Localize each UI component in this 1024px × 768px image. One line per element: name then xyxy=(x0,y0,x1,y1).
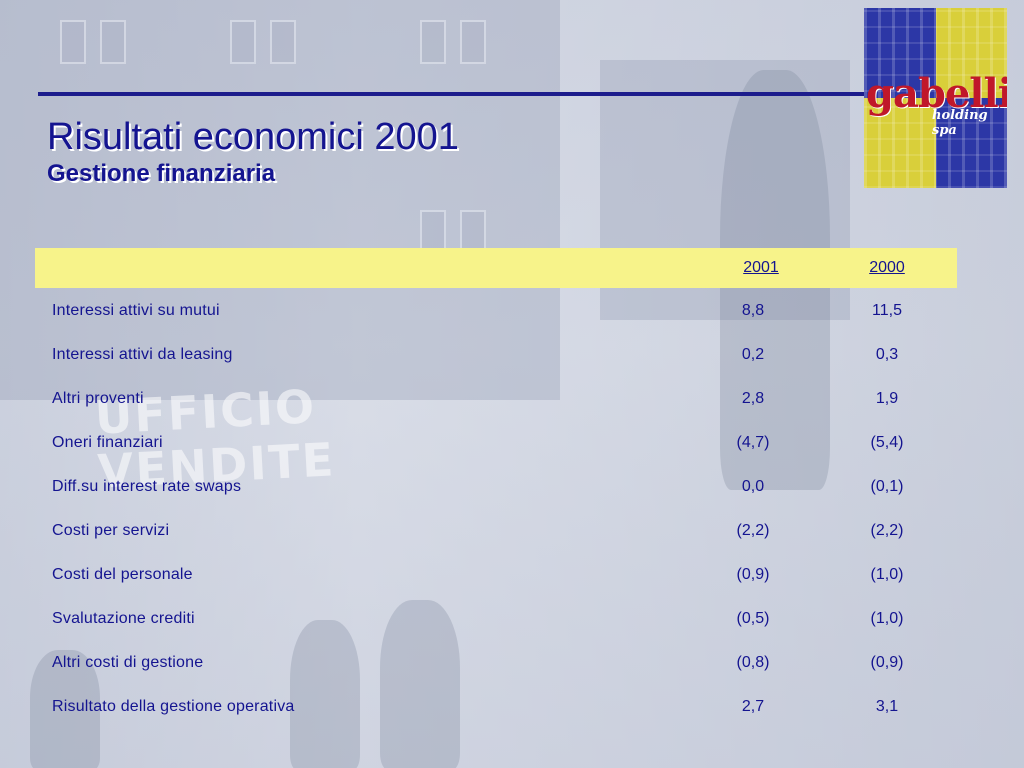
value-2000: (0,1) xyxy=(870,478,904,495)
window xyxy=(100,20,126,64)
row-label: Altri proventi xyxy=(52,390,144,407)
window xyxy=(230,20,256,64)
value-2001: 8,8 xyxy=(741,302,765,319)
table-row: Costi del personale (0,9) (1,0) xyxy=(35,552,957,596)
logo-quadrant xyxy=(936,98,1007,188)
logo-quadrant xyxy=(864,98,936,188)
table-row: Risultato della gestione operativa 2,7 3,1 xyxy=(35,684,957,728)
title-rule xyxy=(38,92,868,96)
row-label: Altri costi di gestione xyxy=(52,654,204,671)
column-header-2001: 2001 xyxy=(743,259,779,276)
value-2001: 2,7 xyxy=(741,698,765,715)
value-2000: (2,2) xyxy=(870,522,904,539)
row-label: Interessi attivi su mutui xyxy=(52,302,220,319)
table-row: Costi per servizi (2,2) (2,2) xyxy=(35,508,957,552)
value-2000: (1,0) xyxy=(870,566,904,583)
window xyxy=(270,20,296,64)
gabelli-logo: gabelli holding spa xyxy=(864,8,1007,188)
row-label: Costi del personale xyxy=(52,566,193,583)
value-2001: 2,8 xyxy=(741,390,765,407)
value-2000: 1,9 xyxy=(875,390,899,407)
logo-subtitle-text: holding spa xyxy=(932,108,988,138)
value-2001: 0,2 xyxy=(741,346,765,363)
row-label: Costi per servizi xyxy=(52,522,170,539)
table-row: Interessi attivi su mutui 8,8 11,5 xyxy=(35,288,957,332)
building-facade xyxy=(0,0,560,400)
table-row: Svalutazione crediti (0,5) (1,0) xyxy=(35,596,957,640)
table-row: Altri costi di gestione (0,8) (0,9) xyxy=(35,640,957,684)
value-2001: (0,5) xyxy=(736,610,770,627)
table-body: Interessi attivi su mutui 8,8 11,5 Interess… xyxy=(35,288,957,728)
value-2000: 0,3 xyxy=(875,346,899,363)
window xyxy=(460,20,486,64)
value-2001: (2,2) xyxy=(736,522,770,539)
table-row: Interessi attivi da leasing 0,2 0,3 xyxy=(35,332,957,376)
slide-title: Risultati economici 2001 xyxy=(47,116,459,158)
window xyxy=(420,20,446,64)
value-2001: (0,9) xyxy=(736,566,770,583)
row-label: Risultato della gestione operativa xyxy=(52,698,295,715)
financial-table: 2001 2000 Interessi attivi su mutui 8,8 11… xyxy=(35,248,957,728)
window xyxy=(60,20,86,64)
table-row: Altri proventi 2,8 1,9 xyxy=(35,376,957,420)
slide-subtitle: Gestione finanziaria xyxy=(47,160,276,187)
table-row: Oneri finanziari (4,7) (5,4) xyxy=(35,420,957,464)
crowd-figure xyxy=(290,620,360,768)
logo-quadrant xyxy=(864,8,936,98)
crowd-figure xyxy=(30,650,100,768)
logo-texture xyxy=(864,8,1007,188)
value-2000: 11,5 xyxy=(872,302,902,319)
value-2000: (1,0) xyxy=(870,610,904,627)
value-2000: (5,4) xyxy=(870,434,904,451)
row-label: Svalutazione crediti xyxy=(52,610,195,627)
logo-quadrant xyxy=(936,8,1007,98)
column-header-2000: 2000 xyxy=(869,259,905,276)
crowd-figure xyxy=(380,600,460,768)
value-2000: 3,1 xyxy=(875,698,899,715)
table-row: Diff.su interest rate swaps 0,0 (0,1) xyxy=(35,464,957,508)
row-label: Diff.su interest rate swaps xyxy=(52,478,242,495)
value-2001: 0,0 xyxy=(741,478,765,495)
value-2000: (0,9) xyxy=(870,654,904,671)
row-label: Oneri finanziari xyxy=(52,434,163,451)
value-2001: (0,8) xyxy=(736,654,770,671)
window xyxy=(460,210,486,254)
logo-brand-text: gabelli xyxy=(866,70,1007,117)
row-label: Interessi attivi da leasing xyxy=(52,346,233,363)
table-header-band: 2001 2000 xyxy=(35,248,957,288)
value-2001: (4,7) xyxy=(736,434,770,451)
